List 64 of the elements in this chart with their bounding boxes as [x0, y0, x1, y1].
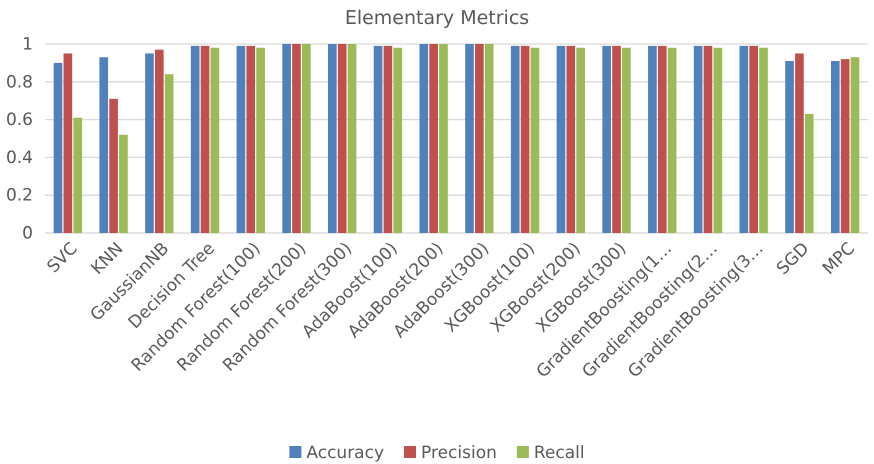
bar: [64, 53, 72, 233]
bar: [302, 44, 311, 233]
bar: [154, 50, 164, 233]
bar: [429, 44, 438, 233]
chart-title: Elementary Metrics: [344, 7, 530, 29]
bar: [830, 61, 840, 233]
bar: [785, 61, 794, 233]
bar: [804, 114, 814, 233]
bar: [530, 48, 540, 233]
bar: [484, 44, 494, 233]
bar: [190, 46, 200, 233]
bar: [99, 57, 108, 233]
bar: [566, 46, 576, 233]
legend-label: Precision: [421, 442, 497, 463]
bar: [704, 46, 712, 233]
bar: [556, 46, 566, 233]
bar: [576, 48, 585, 233]
bar: [384, 46, 392, 233]
bar: [419, 44, 428, 233]
bar: [520, 46, 530, 233]
bar: [795, 53, 804, 233]
bar: [164, 74, 174, 233]
bar: [109, 98, 118, 233]
bar: [282, 44, 291, 233]
bar: [713, 48, 722, 233]
bar: [54, 62, 62, 233]
bar: [668, 48, 676, 233]
bar: [119, 134, 128, 233]
bar: [200, 46, 210, 233]
bar: [328, 44, 337, 233]
bar: [648, 46, 657, 233]
bar: [850, 57, 860, 233]
bar: [622, 48, 631, 233]
bar: [246, 46, 256, 233]
bar: [759, 48, 768, 233]
bar: [602, 46, 612, 233]
bar: [210, 48, 220, 233]
bar: [393, 48, 402, 233]
y-tick-label: 0.4: [6, 148, 33, 168]
bar: [145, 53, 154, 233]
bar: [374, 46, 382, 233]
bar: [338, 44, 347, 233]
bar: [465, 44, 474, 233]
bar: [740, 46, 748, 233]
legend-label: Accuracy: [306, 442, 384, 463]
bar: [73, 118, 82, 233]
bar: [236, 46, 246, 233]
bar: [439, 44, 448, 233]
bar: [694, 46, 702, 233]
y-tick-label: 0.6: [6, 110, 33, 130]
bar: [256, 48, 265, 233]
bar: [292, 44, 301, 233]
y-tick-label: 1: [22, 34, 33, 54]
y-tick-label: 0.8: [6, 72, 33, 92]
bar: [475, 44, 484, 233]
y-tick-label: 0: [22, 223, 33, 244]
bar: [840, 59, 850, 233]
bar: [658, 46, 667, 233]
bar: [749, 46, 758, 233]
bar: [348, 44, 356, 233]
bar: [612, 46, 621, 233]
y-tick-label: 0.2: [6, 186, 33, 206]
bar: [510, 46, 520, 233]
legend-label: Recall: [534, 442, 585, 463]
